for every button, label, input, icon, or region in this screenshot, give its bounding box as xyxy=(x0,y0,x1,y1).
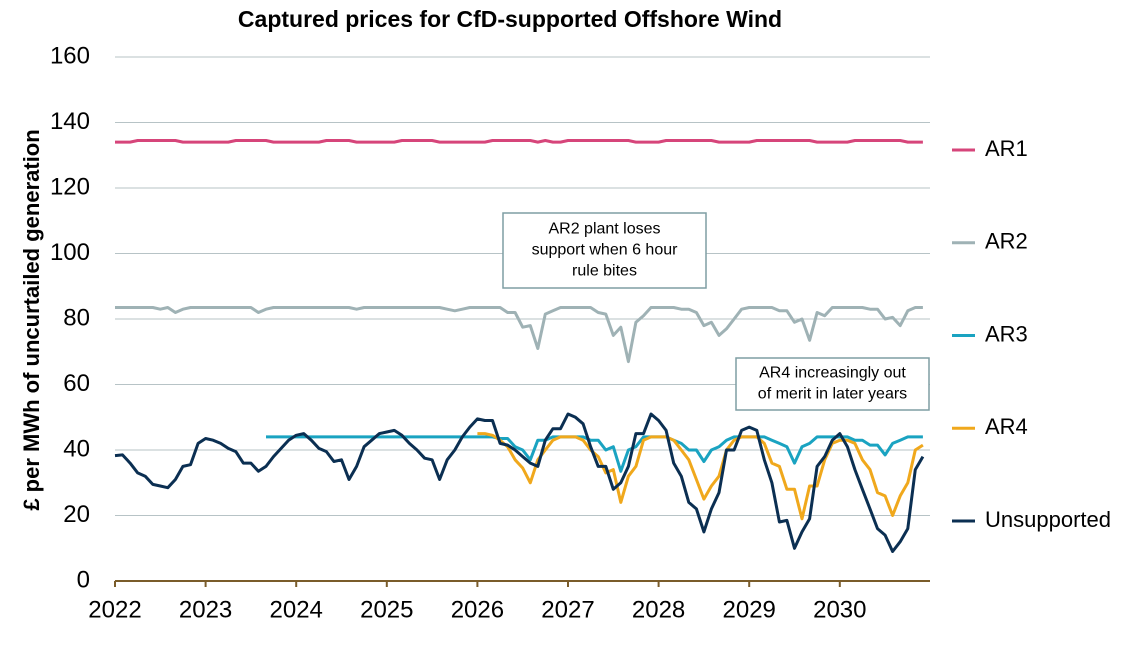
annotation-text: AR4 increasingly out xyxy=(759,365,906,382)
x-tick-label: 2028 xyxy=(632,596,685,623)
annotation-text: of merit in later years xyxy=(758,386,907,403)
y-tick-label: 60 xyxy=(63,370,90,397)
x-tick-label: 2024 xyxy=(270,596,323,623)
y-tick-label: 100 xyxy=(50,239,90,266)
x-tick-label: 2030 xyxy=(813,596,866,623)
y-tick-label: 0 xyxy=(77,566,90,593)
chart-title: Captured prices for CfD-supported Offsho… xyxy=(238,6,782,32)
annotation-box xyxy=(502,212,707,289)
legend-label: AR4 xyxy=(985,414,1028,439)
y-tick-label: 120 xyxy=(50,173,90,200)
x-tick-label: 2029 xyxy=(723,596,776,623)
y-axis-label: £ per MWh of uncurtailed generation xyxy=(19,129,44,510)
x-tick-label: 2023 xyxy=(179,596,232,623)
annotation-box xyxy=(735,357,930,411)
y-tick-label: 80 xyxy=(63,304,90,331)
x-tick-label: 2027 xyxy=(541,596,594,623)
series-line xyxy=(115,139,923,144)
series-line xyxy=(115,306,923,364)
annotation-text: rule bites xyxy=(572,263,637,280)
legend-label: AR1 xyxy=(985,136,1028,161)
series-line xyxy=(477,432,924,521)
legend-label: AR2 xyxy=(985,229,1028,254)
legend-label: AR3 xyxy=(985,321,1028,346)
series-line xyxy=(114,412,925,553)
y-tick-label: 140 xyxy=(50,108,90,135)
annotation-text: support when 6 hour xyxy=(532,242,679,259)
legend-label: Unsupported xyxy=(985,507,1111,532)
x-tick-label: 2022 xyxy=(88,596,141,623)
x-tick-label: 2025 xyxy=(360,596,413,623)
annotation-text: AR2 plant loses xyxy=(548,221,660,238)
y-tick-label: 40 xyxy=(63,435,90,462)
x-tick-label: 2026 xyxy=(451,596,504,623)
y-tick-label: 160 xyxy=(50,42,90,69)
y-tick-label: 20 xyxy=(63,501,90,528)
